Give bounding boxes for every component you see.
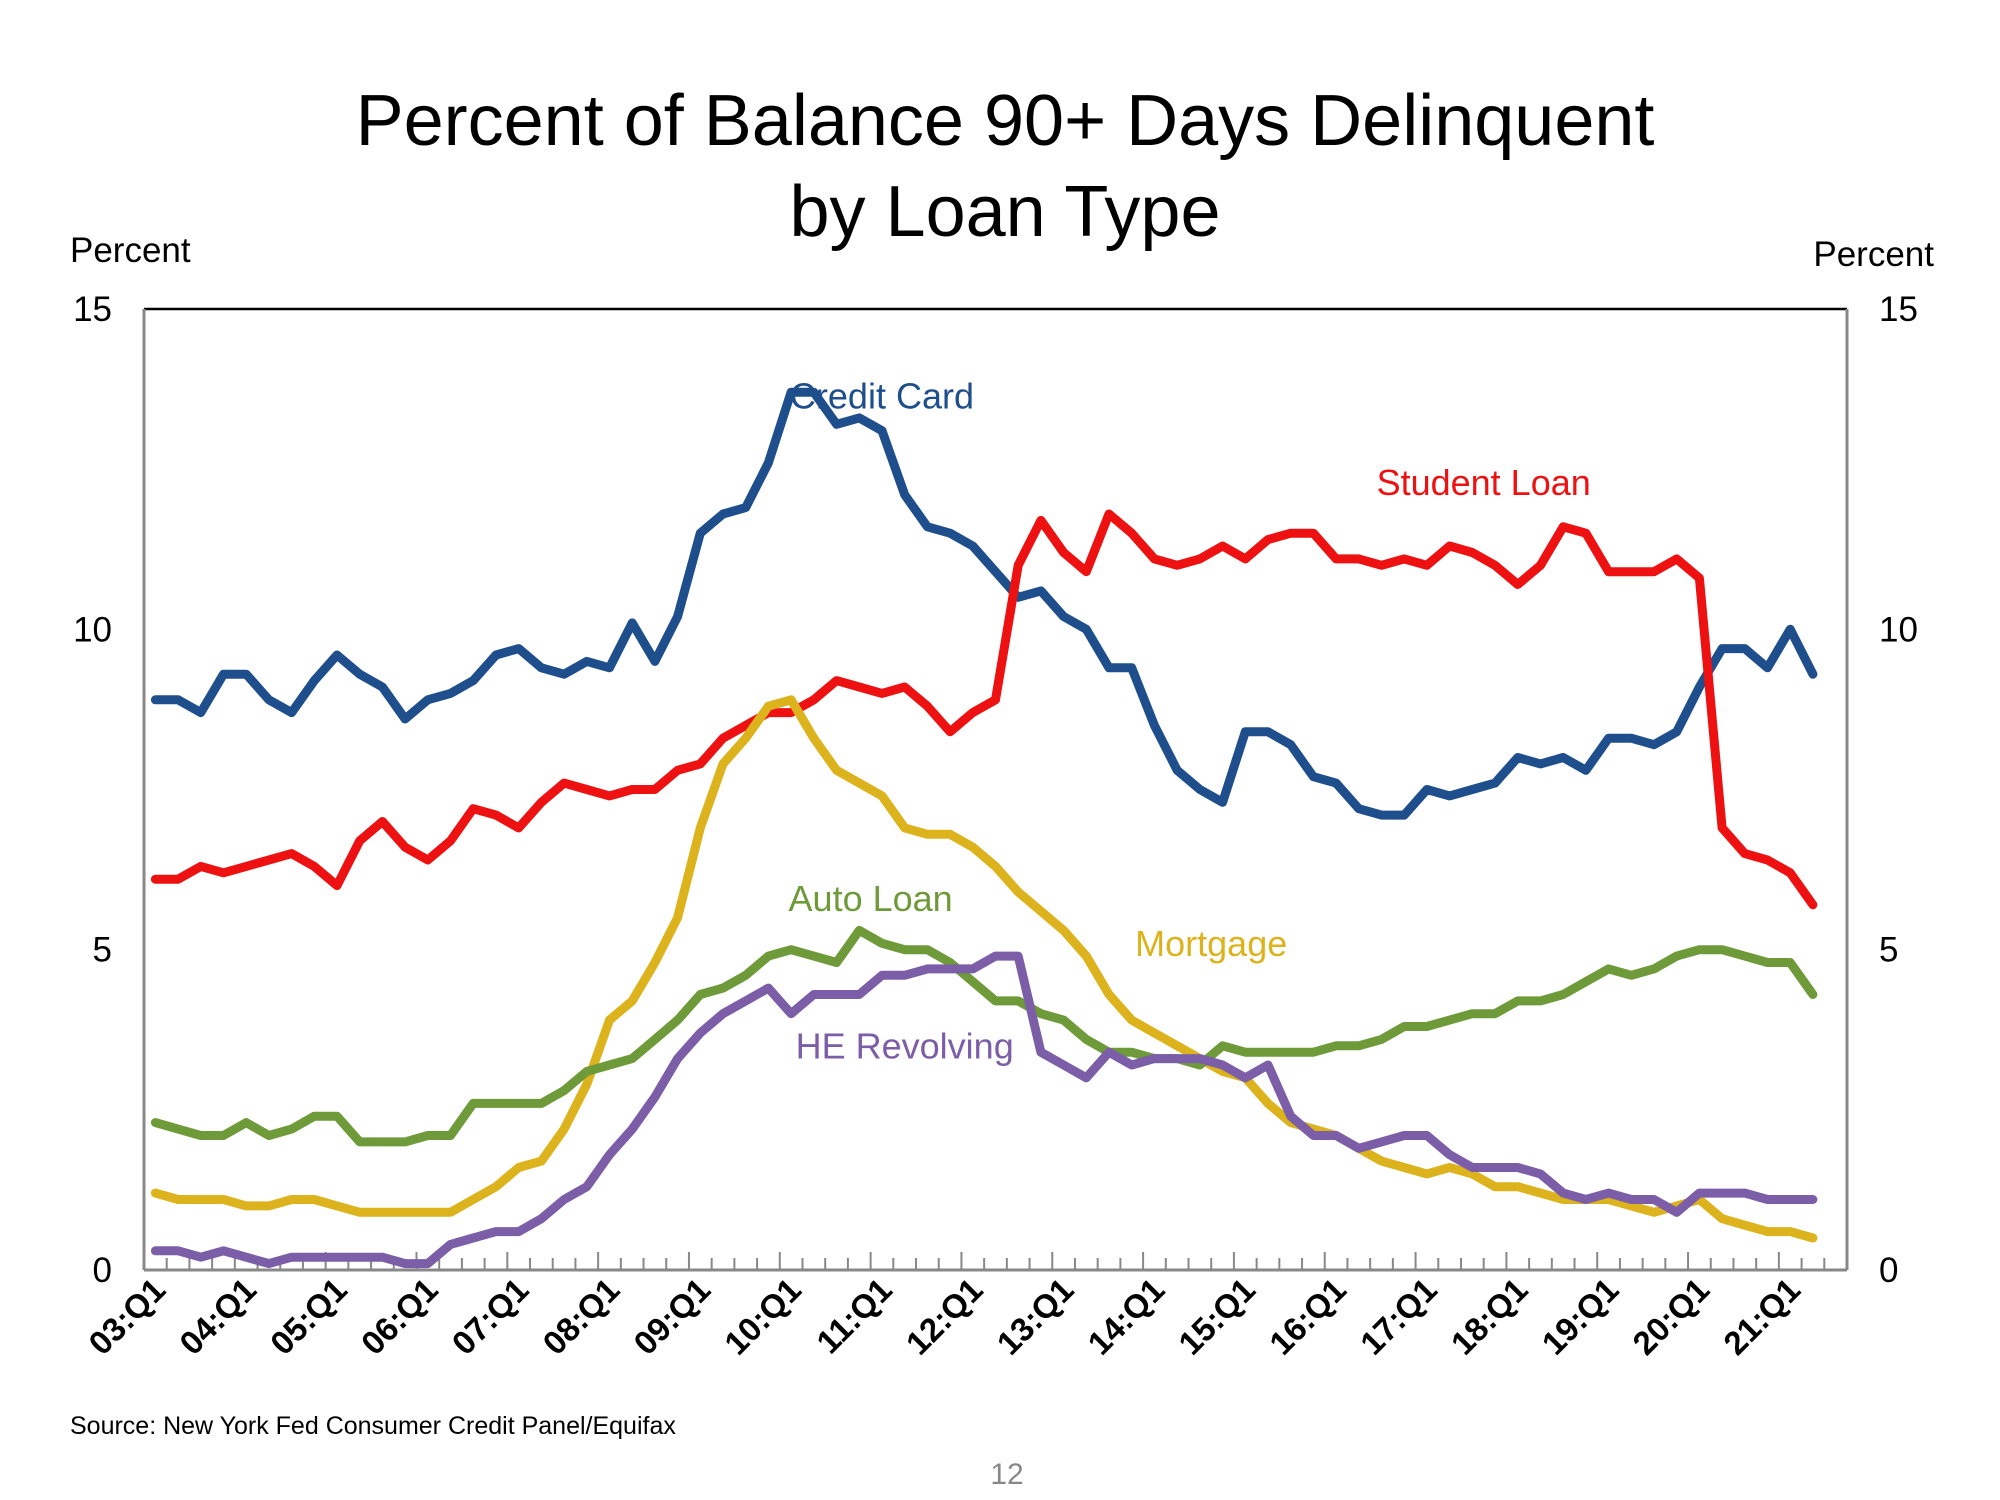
source-note: Source: New York Fed Consumer Credit Pan…: [70, 1412, 676, 1440]
x-tick-label: 20:Q1: [1625, 1271, 1716, 1362]
y-axis-label-right: Percent: [1813, 235, 1934, 274]
x-tick-label: 16:Q1: [1262, 1271, 1353, 1362]
series-lines: [150, 387, 1818, 1269]
x-tick-label: 06:Q1: [354, 1271, 445, 1362]
y-tick-label-left: 15: [73, 290, 112, 329]
y-tick-label-left: 5: [93, 931, 112, 970]
x-ticks: 03:Q1 04:Q1 05:Q1 06:Q1 07:Q1 08:Q1 09:Q1 10:Q1…: [81, 1252, 1848, 1362]
series-line-credit-card: [150, 387, 1818, 820]
x-tick-label: 12:Q1: [899, 1271, 990, 1362]
series-line-auto-loan: [150, 925, 1818, 1147]
y-tick-label-right: 5: [1879, 931, 1898, 970]
y-tick-label-right: 15: [1879, 290, 1918, 329]
y-axis-label-left: Percent: [70, 231, 191, 270]
y-ticks-right: 0 5 10 15: [1879, 290, 1918, 1290]
series-line-mortgage: [150, 695, 1818, 1243]
y-ticks-left: 0 5 10 15: [73, 290, 112, 1290]
x-tick-label: 09:Q1: [626, 1271, 717, 1362]
series-line-he-revolving: [150, 951, 1818, 1269]
x-tick-label: 07:Q1: [445, 1271, 536, 1362]
chart-title: Percent of Balance 90+ Days Delinquent b…: [356, 81, 1655, 252]
series-line-student-loan: [150, 509, 1818, 910]
series-label-credit-card: Credit Card: [790, 375, 974, 416]
x-tick-label: 21:Q1: [1716, 1271, 1807, 1362]
chart-title-line-2: by Loan Type: [789, 172, 1220, 252]
x-tick-label: 13:Q1: [990, 1271, 1081, 1362]
y-tick-label-right: 10: [1879, 610, 1918, 649]
series-label-mortgage: Mortgage: [1135, 923, 1287, 964]
plot-frame: [142, 307, 1849, 1272]
x-tick-label: 15:Q1: [1171, 1271, 1262, 1362]
x-tick-label: 18:Q1: [1444, 1271, 1535, 1362]
chart-title-line-1: Percent of Balance 90+ Days Delinquent: [356, 81, 1655, 161]
x-tick-label: 04:Q1: [172, 1271, 263, 1362]
y-tick-label-left: 10: [73, 610, 112, 649]
series-label-he-revolving: HE Revolving: [796, 1026, 1014, 1067]
x-tick-label: 19:Q1: [1535, 1271, 1626, 1362]
x-tick-label: 05:Q1: [263, 1271, 354, 1362]
series-label-auto-loan: Auto Loan: [789, 878, 953, 919]
page-number: 12: [990, 1458, 1023, 1491]
x-tick-label: 14:Q1: [1080, 1271, 1171, 1362]
series-labels: Credit Card Student Loan Mortgage Auto Loan…: [789, 375, 1591, 1066]
x-tick-label: 08:Q1: [535, 1271, 626, 1362]
y-tick-label-right: 0: [1879, 1251, 1898, 1290]
x-tick-label: 10:Q1: [717, 1271, 808, 1362]
x-tick-label: 17:Q1: [1353, 1271, 1444, 1362]
series-label-student-loan: Student Loan: [1377, 462, 1591, 503]
y-tick-label-left: 0: [93, 1251, 112, 1290]
x-tick-label: 11:Q1: [809, 1271, 899, 1361]
